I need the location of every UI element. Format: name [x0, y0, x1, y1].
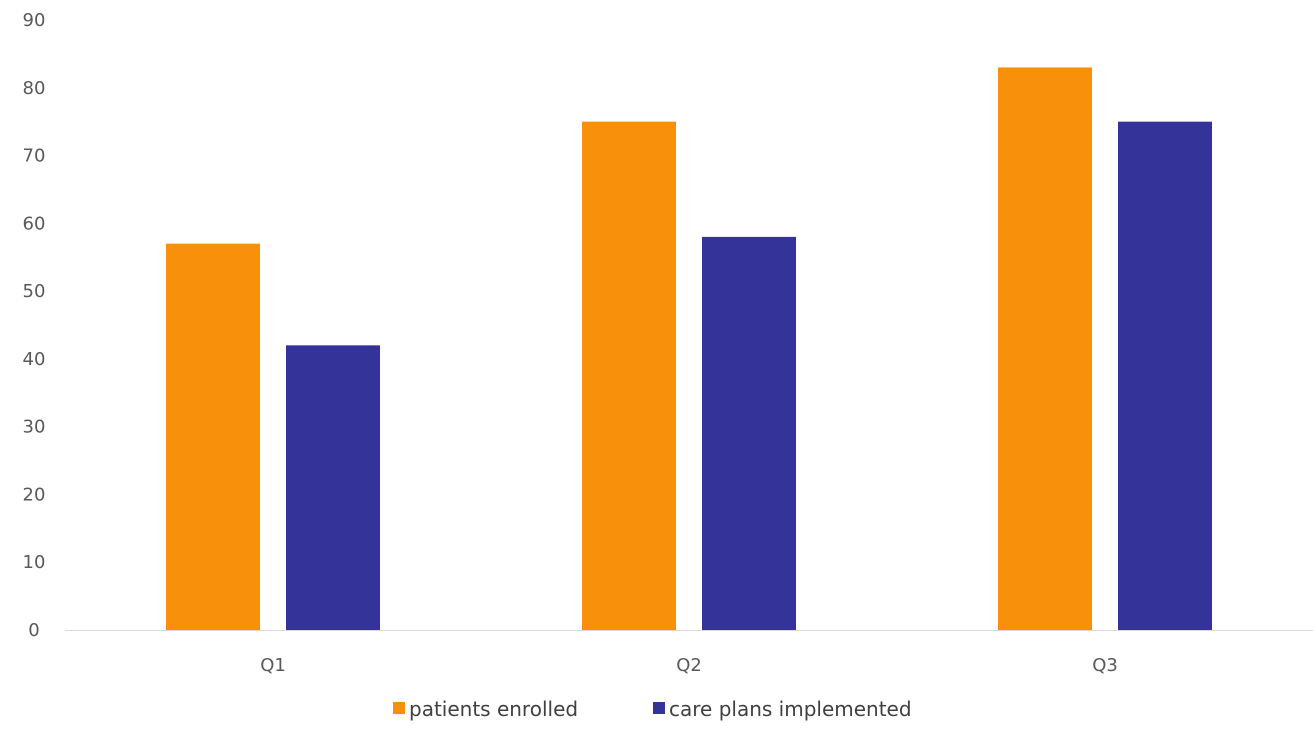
- y-tick-label: 90: [23, 10, 46, 31]
- legend-swatch: [653, 702, 665, 714]
- y-tick-label: 30: [23, 417, 46, 438]
- y-tick-label: 70: [23, 146, 46, 167]
- legend-label: patients enrolled: [409, 697, 578, 721]
- x-category-label: Q3: [1092, 655, 1118, 676]
- y-tick-label: 20: [23, 484, 46, 505]
- bar-patients-enrolled-q2: [582, 121, 676, 631]
- y-axis-tick-labels: 0 10 20 30 40 50 60 70 80 90: [23, 10, 46, 641]
- legend-swatch: [393, 702, 405, 714]
- bar-series-group: [166, 67, 1212, 631]
- bar-patients-enrolled-q3: [998, 67, 1092, 630]
- y-tick-label: 40: [23, 349, 46, 370]
- x-axis-category-labels: Q1 Q2 Q3: [260, 655, 1118, 676]
- y-tick-label: 0: [28, 620, 39, 641]
- y-tick-label: 10: [23, 552, 46, 573]
- legend: patients enrolled care plans implemented: [393, 697, 912, 721]
- bar-care-plans-implemented-q1: [286, 345, 380, 630]
- x-category-label: Q2: [676, 655, 702, 676]
- y-tick-label: 80: [23, 78, 46, 99]
- bar-care-plans-implemented-q3: [1118, 121, 1212, 631]
- x-category-label: Q1: [260, 655, 286, 676]
- bar-patients-enrolled-q1: [166, 243, 260, 630]
- bar-care-plans-implemented-q2: [702, 236, 796, 630]
- y-tick-label: 50: [23, 281, 46, 302]
- legend-label: care plans implemented: [669, 697, 912, 721]
- y-tick-label: 60: [23, 213, 46, 234]
